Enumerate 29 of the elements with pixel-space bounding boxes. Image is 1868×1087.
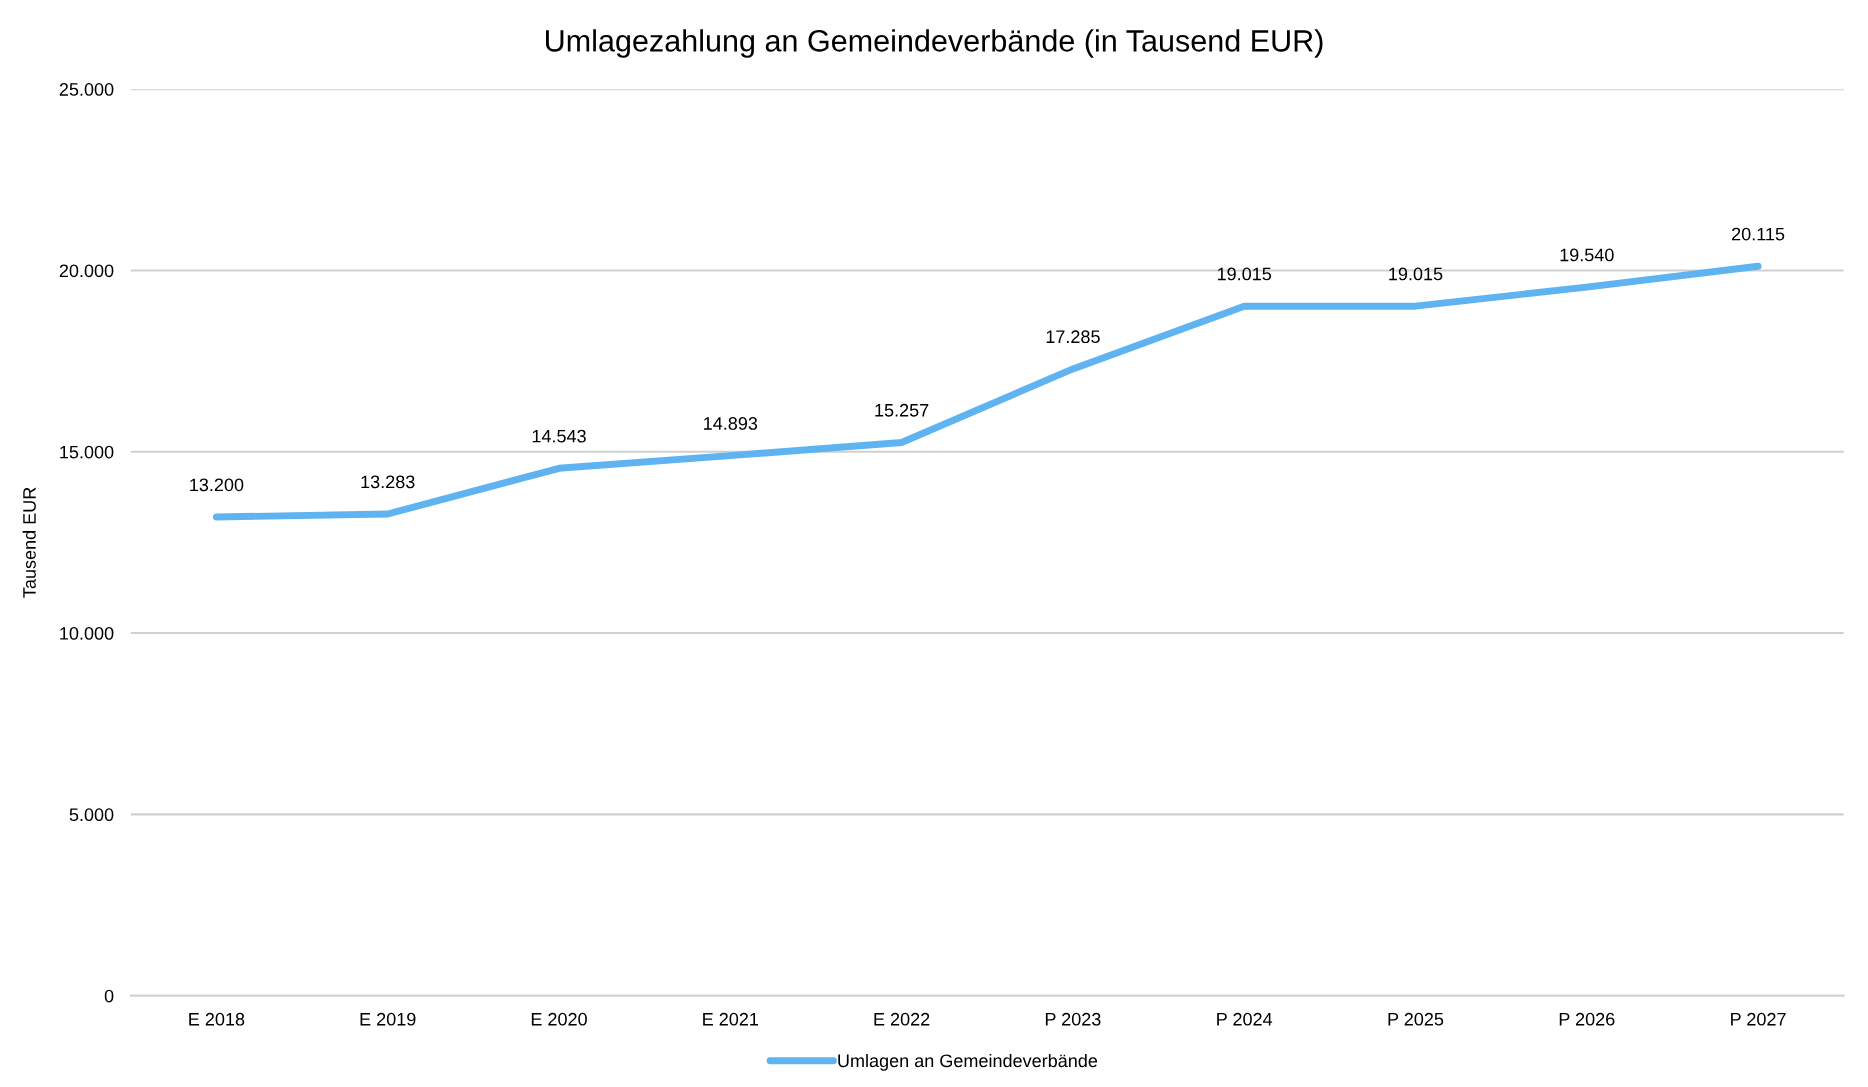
x-tick-label: E 2022 bbox=[874, 1012, 930, 1026]
chart-title: Umlagezahlung an Gemeindeverbände (in Tausend EUR) bbox=[546, 29, 1323, 58]
x-tick-label: E 2019 bbox=[360, 1012, 416, 1026]
y-tick-label: 5.000 bbox=[69, 808, 114, 822]
data-label: 15.257 bbox=[875, 403, 929, 417]
data-label: 13.283 bbox=[361, 475, 415, 489]
x-tick-label: E 2018 bbox=[189, 1012, 245, 1026]
data-label: 13.200 bbox=[190, 478, 244, 492]
data-label: 19.015 bbox=[1389, 267, 1443, 281]
x-tick-label: P 2024 bbox=[1217, 1012, 1273, 1026]
y-tick-label: 15.000 bbox=[60, 445, 114, 459]
y-tick-label: 0 bbox=[104, 989, 114, 1003]
x-tick-label: P 2027 bbox=[1731, 1012, 1786, 1026]
y-tick-label: 25.000 bbox=[59, 83, 114, 96]
data-label: 19.015 bbox=[1217, 267, 1272, 281]
data-label: 17.285 bbox=[1046, 330, 1100, 344]
x-tick-label: P 2026 bbox=[1559, 1012, 1615, 1026]
x-tick-label: E 2021 bbox=[703, 1012, 759, 1026]
y-axis-title: Tausend EUR bbox=[22, 487, 36, 598]
x-tick-label: P 2025 bbox=[1388, 1012, 1444, 1026]
x-tick-label: E 2020 bbox=[531, 1012, 587, 1026]
y-tick-label: 20.000 bbox=[59, 264, 114, 278]
data-label: 14.893 bbox=[704, 417, 758, 430]
x-tick-label: P 2023 bbox=[1045, 1012, 1101, 1026]
y-tick-label: 10.000 bbox=[60, 627, 114, 640]
data-label: 19.540 bbox=[1560, 248, 1614, 262]
data-label: 20.115 bbox=[1732, 227, 1785, 241]
data-label: 14.543 bbox=[532, 429, 586, 443]
legend-label: Umlagen an Gemeindeverbände bbox=[838, 1053, 1098, 1071]
